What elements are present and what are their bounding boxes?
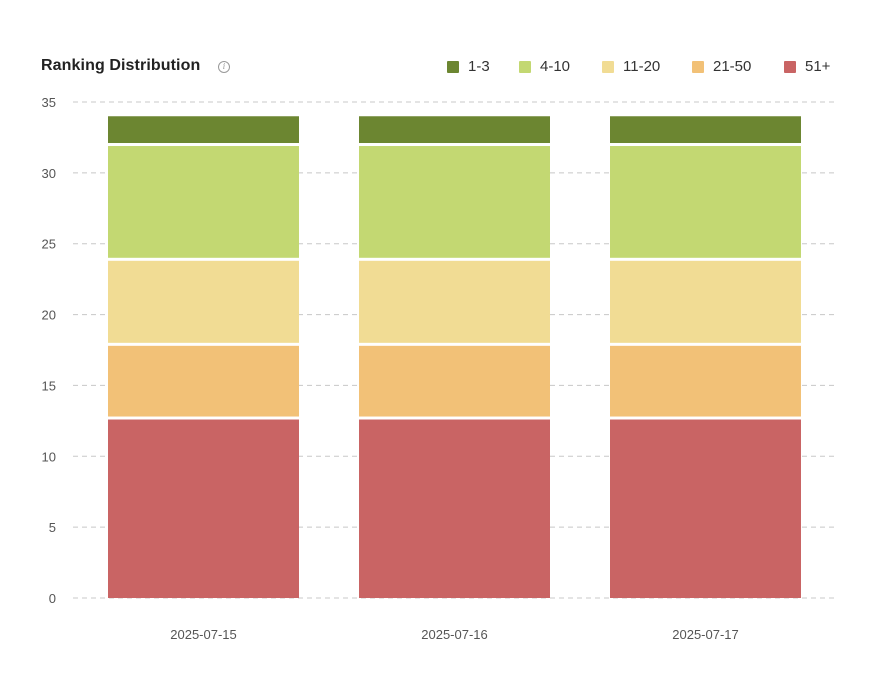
legend-label: 1-3	[468, 58, 490, 75]
legend-swatch	[447, 61, 459, 73]
legend-swatch	[692, 61, 704, 73]
y-tick-label: 35	[42, 95, 56, 110]
bar-segment-11-20[interactable]	[610, 260, 801, 343]
bar-segment-1-3[interactable]	[610, 116, 801, 144]
bar-segment-4-10[interactable]	[108, 146, 299, 258]
legend-label: 51+	[805, 58, 831, 75]
bar-segment-51-plus[interactable]	[359, 419, 550, 598]
chart-title: Ranking Distribution	[41, 57, 201, 74]
bar-segment-21-50[interactable]	[108, 345, 299, 417]
bar-segment-51-plus[interactable]	[610, 419, 801, 598]
legend: 1-3 4-10 11-20 21-50 51+	[447, 58, 847, 76]
bar-segment-1-3[interactable]	[359, 116, 550, 144]
x-tick-label: 2025-07-15	[170, 627, 237, 642]
y-tick-label: 10	[42, 449, 56, 464]
legend-swatch	[519, 61, 531, 73]
legend-swatch	[602, 61, 614, 73]
bar-segment-4-10[interactable]	[610, 146, 801, 258]
x-tick-label: 2025-07-17	[672, 627, 739, 642]
legend-label: 4-10	[540, 58, 571, 75]
y-tick-label: 25	[42, 237, 56, 252]
legend-label: 21-50	[713, 58, 752, 75]
y-tick-label: 15	[42, 378, 56, 393]
y-tick-label: 0	[49, 591, 56, 606]
bar-segment-21-50[interactable]	[359, 345, 550, 417]
bar-segment-21-50[interactable]	[610, 345, 801, 417]
y-tick-label: 30	[42, 166, 56, 181]
info-icon[interactable]: i	[218, 61, 230, 73]
legend-label: 11-20	[623, 58, 661, 75]
bar-segment-51-plus[interactable]	[108, 419, 299, 598]
bar-segment-4-10[interactable]	[359, 146, 550, 258]
y-tick-label: 20	[42, 308, 56, 323]
bar-segment-11-20[interactable]	[359, 260, 550, 343]
x-tick-label: 2025-07-16	[421, 627, 488, 642]
bar-segment-11-20[interactable]	[108, 260, 299, 343]
y-tick-label: 5	[49, 520, 56, 535]
legend-swatch	[784, 61, 796, 73]
bar-segment-1-3[interactable]	[108, 116, 299, 144]
